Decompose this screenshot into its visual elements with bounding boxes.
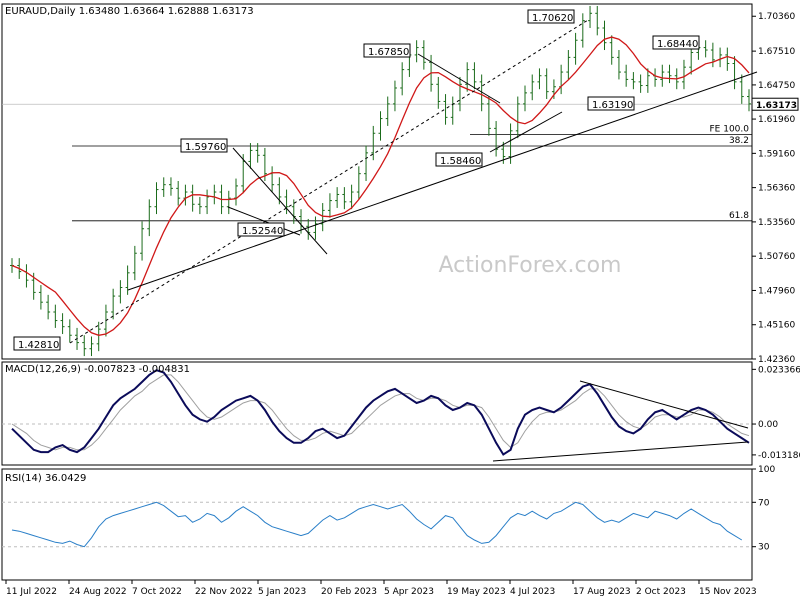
falling-line-3 bbox=[227, 206, 301, 236]
price-tick-label-5: 1.56360 bbox=[758, 184, 795, 194]
macd-signal-line bbox=[11, 374, 750, 451]
x-tick-label-7: 19 May 2023 bbox=[447, 587, 506, 597]
price-tick-label-0: 1.70360 bbox=[758, 12, 795, 22]
price-tick-label-4: 1.59160 bbox=[758, 149, 795, 159]
price-annotation-box-7 bbox=[652, 35, 700, 50]
price-annotation-box-5 bbox=[527, 9, 575, 24]
price-annotation-0: 1.42810 bbox=[18, 340, 59, 351]
x-tick-label-6: 5 Apr 2023 bbox=[384, 587, 434, 597]
macd-tick-label-1: 0.00 bbox=[758, 420, 778, 430]
current-price-box bbox=[751, 97, 799, 111]
chart-title: EURAUD,Daily 1.63480 1.63664 1.62888 1.6… bbox=[5, 6, 254, 17]
macd-line bbox=[11, 369, 750, 456]
x-tick-label-3: 22 Nov 2022 bbox=[195, 587, 253, 597]
macd-title: MACD(12,26,9) -0.007823 -0.004831 bbox=[5, 364, 190, 375]
falling-line-2 bbox=[417, 53, 501, 104]
rsi-tick-label-0: 100 bbox=[758, 465, 775, 475]
macd-tick-label-2: -0.013186 bbox=[758, 451, 800, 461]
macd-panel bbox=[1, 361, 753, 466]
price-tick-label-9: 1.45160 bbox=[758, 321, 795, 331]
level-label-1: 38.2 bbox=[729, 136, 749, 146]
rsi-line bbox=[11, 501, 743, 548]
x-tick-label-0: 11 Jul 2022 bbox=[6, 587, 57, 597]
dashed-channel-line bbox=[69, 19, 589, 344]
price-tick-label-10: 1.42360 bbox=[758, 355, 795, 365]
price-annotation-3: 1.67850 bbox=[368, 47, 409, 58]
price-annotation-7: 1.68440 bbox=[657, 39, 698, 50]
uptrend-line bbox=[127, 71, 758, 291]
price-annotation-box-1 bbox=[180, 138, 228, 153]
price-annotation-2: 1.52540 bbox=[242, 226, 283, 237]
price-tick-label-8: 1.47960 bbox=[758, 286, 795, 296]
x-tick-label-10: 2 Oct 2023 bbox=[636, 587, 686, 597]
price-annotation-4: 1.58460 bbox=[440, 156, 481, 167]
price-annotation-box-2 bbox=[237, 222, 285, 237]
price-annotation-box-3 bbox=[363, 43, 411, 58]
watermark: ActionForex.com bbox=[439, 253, 622, 278]
macd-tick-label-0: 0.023366 bbox=[758, 365, 800, 375]
price-tick-label-7: 1.50760 bbox=[758, 252, 795, 262]
price-annotation-5: 1.70620 bbox=[532, 13, 573, 24]
current-price-label: 1.63173 bbox=[756, 101, 797, 111]
x-tick-label-8: 4 Jul 2023 bbox=[510, 587, 555, 597]
price-panel bbox=[1, 3, 753, 360]
x-tick-label-11: 15 Nov 2023 bbox=[699, 587, 757, 597]
macd-support-line bbox=[492, 441, 749, 462]
price-annotation-box-6 bbox=[587, 96, 635, 111]
level-label-2: 61.8 bbox=[729, 211, 749, 221]
rsi-title: RSI(14) 36.0429 bbox=[5, 473, 86, 484]
rsi-panel bbox=[1, 468, 753, 581]
x-tick-label-9: 17 Aug 2023 bbox=[573, 587, 631, 597]
price-annotation-6: 1.63190 bbox=[592, 100, 633, 111]
x-tick-label-5: 20 Feb 2023 bbox=[321, 587, 377, 597]
rising-line-1 bbox=[489, 111, 563, 153]
level-label-0: FE 100.0 bbox=[710, 124, 750, 134]
price-tick-label-2: 1.64750 bbox=[758, 81, 795, 91]
price-tick-label-1: 1.67510 bbox=[758, 47, 795, 57]
rsi-tick-label-1: 70 bbox=[758, 498, 770, 508]
price-tick-label-3: 1.61960 bbox=[758, 115, 795, 125]
x-tick-label-2: 7 Oct 2022 bbox=[132, 587, 182, 597]
moving-average-line bbox=[11, 36, 750, 336]
falling-line-1 bbox=[232, 147, 328, 255]
price-annotation-box-4 bbox=[435, 152, 483, 167]
price-annotation-1: 1.59760 bbox=[185, 142, 226, 153]
price-tick-label-6: 1.53560 bbox=[758, 218, 795, 228]
x-tick-label-1: 24 Aug 2022 bbox=[69, 587, 127, 597]
x-tick-label-4: 5 Jan 2023 bbox=[258, 587, 306, 597]
macd-resistance-line bbox=[579, 380, 749, 429]
price-annotation-box-0 bbox=[13, 336, 61, 351]
rsi-tick-label-2: 30 bbox=[758, 543, 770, 553]
